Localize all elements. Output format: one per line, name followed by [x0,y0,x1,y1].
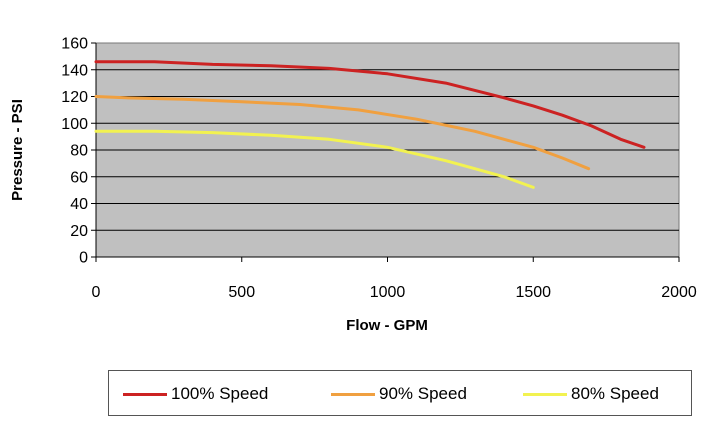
axis-lines [91,42,680,262]
y-tick-label: 120 [61,89,88,106]
series-line-1 [94,95,591,171]
y-tick-label: 160 [61,36,88,53]
series-layer [94,60,646,189]
y-tick-label: 60 [70,169,88,186]
legend-label-100-speed: 100% Speed [171,384,269,403]
grid-lines [96,69,679,231]
x-tick-labels: 0 500 1000 1500 2000 [92,284,697,301]
x-tick-label: 2000 [661,284,697,301]
x-tick-label: 1000 [370,284,406,301]
x-tick-label: 1500 [515,284,551,301]
x-axis-title: Flow - GPM [346,317,428,334]
y-tick-labels: 0 20 40 60 80 100 120 140 160 [61,36,88,267]
legend-item-100-speed: 100% Speed [123,383,268,405]
x-tick-label: 0 [92,284,101,301]
y-tick-label: 140 [61,62,88,79]
legend-swatch-90-speed [331,392,375,396]
legend-item-90-speed: 90% Speed [331,383,467,405]
legend-item-80-speed: 80% Speed [523,383,659,405]
y-axis-title: Pressure - PSI [9,99,26,201]
x-tick-label: 500 [228,284,255,301]
series-line-2 [94,129,535,189]
legend-swatch-100-speed [123,392,167,396]
y-tick-label: 0 [79,250,88,267]
series-line-0 [94,60,646,149]
y-tick-label: 40 [70,196,88,213]
legend: 100% Speed 90% Speed 80% Speed [108,370,692,416]
y-tick-label: 20 [70,223,88,240]
pump-curve-chart: 0 20 40 60 80 100 120 140 160 0 500 1000 1500 2000 F… [9,36,697,335]
y-tick-label: 80 [70,143,88,160]
legend-label-80-speed: 80% Speed [571,384,659,403]
legend-label-90-speed: 90% Speed [379,384,467,403]
legend-swatch-80-speed [523,392,567,396]
y-tick-label: 100 [61,116,88,133]
